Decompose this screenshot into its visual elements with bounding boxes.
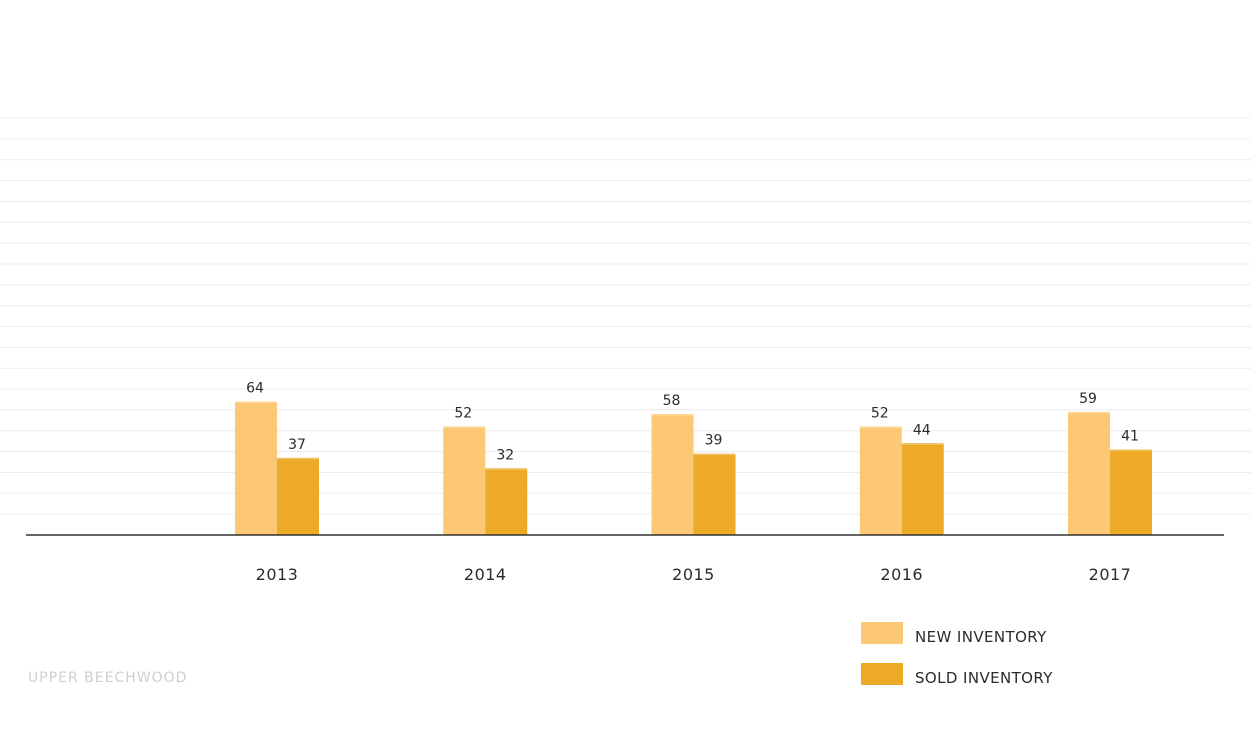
gridlines — [0, 117, 1251, 515]
x-tick-label-2014: 2014 — [464, 565, 507, 584]
x-tick-label-2016: 2016 — [880, 565, 923, 584]
data-label-sold-2015: 39 — [705, 433, 723, 449]
bar-new-2015 — [651, 414, 694, 535]
bar-sold-2016 — [901, 443, 944, 535]
bar-sold-2014 — [485, 468, 528, 535]
legend-item-new: NEW INVENTORY — [861, 622, 1053, 646]
bar-new-2017 — [1068, 411, 1110, 535]
bar-new-2014 — [443, 426, 486, 535]
data-label-sold-2017: 41 — [1121, 429, 1139, 445]
legend-label-sold: SOLD INVENTORY — [915, 669, 1053, 687]
bar-sold-2013 — [277, 457, 319, 535]
data-labels: 64 37 52 32 58 39 52 44 59 41 — [246, 381, 1139, 464]
x-axis-ticks: 2013 2014 2015 2016 2017 — [256, 565, 1132, 584]
legend-swatch-new — [861, 622, 903, 644]
legend-swatch-sold — [861, 663, 903, 685]
bars — [235, 401, 1152, 535]
data-label-new-2016: 52 — [871, 406, 889, 422]
legend: NEW INVENTORY SOLD INVENTORY — [861, 622, 1053, 704]
bar-sold-2017 — [1110, 449, 1152, 535]
data-label-new-2014: 52 — [454, 406, 472, 422]
x-tick-label-2013: 2013 — [256, 565, 299, 584]
bar-sold-2015 — [693, 453, 736, 535]
footer-neighborhood-label: UPPER BEECHWOOD — [28, 670, 188, 686]
data-label-sold-2013: 37 — [288, 437, 306, 453]
x-tick-label-2017: 2017 — [1089, 565, 1132, 584]
bar-new-2013 — [235, 401, 277, 535]
data-label-sold-2016: 44 — [913, 422, 931, 438]
legend-item-sold: SOLD INVENTORY — [861, 663, 1053, 687]
legend-label-new: NEW INVENTORY — [915, 628, 1047, 646]
data-label-sold-2014: 32 — [496, 447, 514, 463]
bar-new-2016 — [859, 426, 902, 535]
data-label-new-2013: 64 — [246, 381, 264, 397]
x-tick-label-2015: 2015 — [672, 565, 715, 584]
data-label-new-2017: 59 — [1079, 391, 1097, 407]
data-label-new-2015: 58 — [663, 393, 681, 409]
